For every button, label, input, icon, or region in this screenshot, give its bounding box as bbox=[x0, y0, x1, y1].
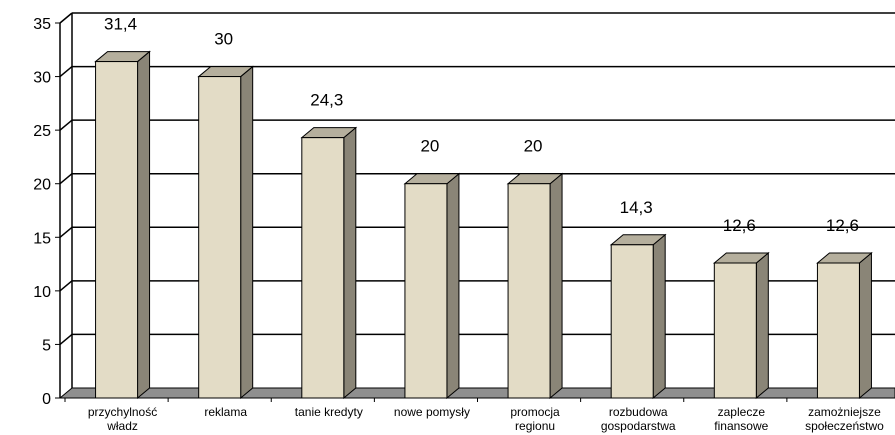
gridline-side bbox=[59, 65, 73, 78]
data-label: 24,3 bbox=[310, 91, 343, 110]
gridline-side bbox=[59, 12, 73, 24]
bar bbox=[300, 126, 358, 400]
x-tick-label: przychylność władz bbox=[88, 405, 157, 433]
data-label: 20 bbox=[524, 137, 543, 156]
data-label: 20 bbox=[420, 137, 439, 156]
bars-layer bbox=[94, 50, 873, 400]
bar-front bbox=[507, 183, 551, 399]
bar-front bbox=[610, 244, 654, 399]
gridline-side bbox=[59, 333, 73, 346]
grid-layer bbox=[58, 12, 895, 399]
bar bbox=[816, 251, 873, 400]
bar-front bbox=[301, 137, 345, 399]
y-tick-label: 30 bbox=[33, 70, 51, 87]
data-label: 31,4 bbox=[104, 15, 137, 34]
x-tick-label: reklama bbox=[204, 405, 247, 419]
y-tick-label: 35 bbox=[33, 16, 51, 33]
x-tick-label: promocja regionu bbox=[510, 405, 560, 433]
x-tick-label: zamożniejsze społeczeństwo bbox=[805, 405, 884, 433]
bar-side bbox=[137, 50, 151, 400]
gridline-side bbox=[59, 173, 73, 185]
bar-side bbox=[755, 251, 769, 400]
bar-front bbox=[816, 262, 860, 399]
y-tick-label: 10 bbox=[33, 284, 51, 301]
bar-side bbox=[652, 233, 666, 400]
bar-side bbox=[240, 65, 254, 400]
bar bbox=[609, 233, 667, 400]
chart-floor bbox=[58, 387, 895, 399]
x-tick-label: rozbudowa gospodarstwa bbox=[601, 405, 676, 433]
gridline-side bbox=[59, 226, 73, 238]
bar-front bbox=[713, 262, 757, 399]
x-tick-label: nowe pomysły bbox=[394, 405, 470, 419]
x-tick-label: zaplecze finansowe bbox=[714, 405, 768, 433]
y-tick-label: 25 bbox=[33, 123, 51, 140]
data-label: 30 bbox=[214, 30, 233, 49]
gridline-side bbox=[59, 280, 73, 292]
bar-front bbox=[404, 183, 448, 399]
y-tick-label: 20 bbox=[33, 177, 51, 194]
bar bbox=[94, 50, 151, 400]
bar-side bbox=[549, 172, 563, 400]
bar-side bbox=[343, 126, 357, 400]
data-label: 12,6 bbox=[723, 216, 756, 235]
bar bbox=[712, 251, 770, 400]
bar-side bbox=[858, 251, 872, 400]
data-label: 12,6 bbox=[826, 216, 859, 235]
y-tick-label: 0 bbox=[42, 391, 51, 408]
x-tick-label: tanie kredyty bbox=[295, 405, 363, 419]
gridline-side bbox=[59, 119, 73, 131]
bar bbox=[197, 65, 255, 400]
data-label: 14,3 bbox=[620, 198, 653, 217]
bar-front bbox=[95, 61, 139, 399]
bar-side bbox=[446, 172, 460, 400]
labels-layer: 31,4 przychylność władz 30 reklama 24,3 tanie … bbox=[88, 15, 884, 433]
bar bbox=[403, 172, 461, 400]
bar bbox=[506, 172, 564, 400]
bar-front bbox=[198, 76, 242, 399]
y-tick-label: 15 bbox=[33, 230, 51, 247]
y-tick-label: 5 bbox=[42, 337, 51, 354]
